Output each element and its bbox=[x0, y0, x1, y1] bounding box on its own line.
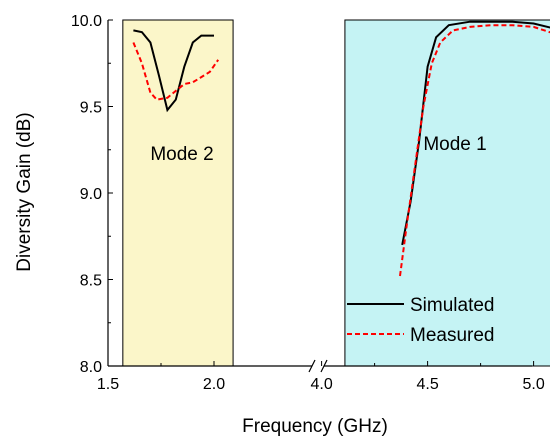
band-1 bbox=[122, 19, 234, 367]
band-2 bbox=[344, 19, 550, 367]
y-tick-label: 10.0 bbox=[71, 13, 102, 30]
band-label-2: Mode 1 bbox=[423, 134, 486, 155]
band-label-1: Mode 2 bbox=[150, 144, 213, 165]
series-measured-segment-2 bbox=[399, 24, 550, 277]
legend-label-simulated: Simulated bbox=[410, 295, 495, 316]
series-measured-segment-1 bbox=[132, 42, 220, 101]
y-tick-label: 9.0 bbox=[80, 186, 102, 203]
series-simulated-segment-2 bbox=[401, 20, 550, 246]
y-tick-label: 8.0 bbox=[80, 359, 102, 376]
axis-break-mark bbox=[308, 359, 316, 373]
x-tick-label: 4.5 bbox=[416, 376, 438, 393]
x-axis-title: Frequency (GHz) bbox=[242, 416, 388, 437]
band-annotations: Mode 2 Mode 1 bbox=[150, 134, 486, 165]
legend: Simulated Measured bbox=[347, 295, 495, 346]
x-tick-label: 4.0 bbox=[310, 376, 332, 393]
tick-marks bbox=[107, 19, 535, 367]
y-tick-label: 8.5 bbox=[80, 273, 102, 290]
x-tick-label: 5.0 bbox=[522, 376, 544, 393]
x-tick-label: 1.5 bbox=[97, 376, 119, 393]
series-lines bbox=[132, 20, 550, 277]
mode-bands bbox=[122, 19, 550, 367]
y-axis-title: Diversity Gain (dB) bbox=[14, 112, 35, 271]
axis-break-mark bbox=[320, 359, 328, 373]
tick-labels: 8.08.59.09.510.01.52.04.04.55.05.5 bbox=[71, 13, 545, 393]
x-tick-label: 2.0 bbox=[203, 376, 225, 393]
series-simulated-segment-1 bbox=[133, 29, 214, 113]
legend-label-measured: Measured bbox=[410, 325, 495, 346]
y-tick-label: 9.5 bbox=[80, 100, 102, 117]
